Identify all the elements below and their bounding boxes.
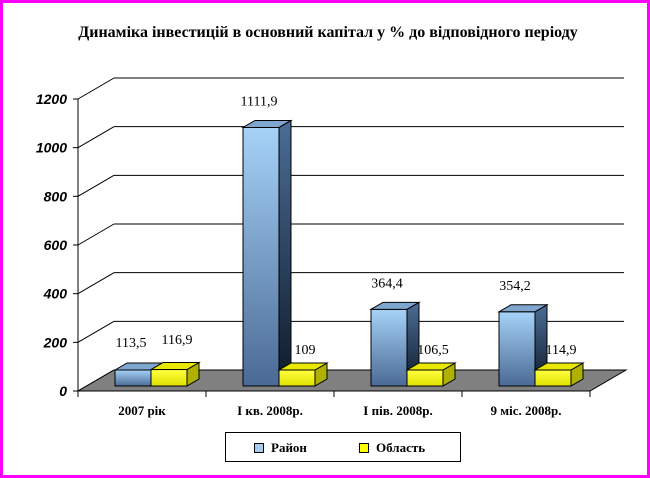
data-label-oblast: 116,9 [162,333,193,348]
legend-swatch-raion [254,443,264,453]
data-label-raion: 354,2 [499,279,531,294]
x-tick-label: 9 міс. 2008р. [491,403,562,418]
x-tick-label: І кв. 2008р. [237,403,303,418]
data-label-raion: 113,5 [116,336,147,351]
gridline-depth [77,223,115,246]
bar-top [149,362,201,371]
bar-raion [370,308,408,387]
gridline-depth [77,77,115,100]
legend-item-raion: Район [254,440,307,456]
bar-raion [114,369,152,387]
y-tick-label: 1000 [36,140,67,156]
y-tick-label: 1200 [36,91,67,107]
bar-top [241,119,293,128]
bar-oblast [278,369,316,387]
y-tick-label: 400 [43,286,68,302]
bar-side [278,119,292,387]
gridline-depth [77,320,115,343]
chart-title: Динаміка інвестицій в основний капітал у… [78,24,578,41]
x-tick-label: І пів. 2008р. [363,403,432,418]
gridline-depth [77,126,115,149]
bar-top [369,301,421,310]
bar-top [277,362,329,371]
data-label-oblast: 106,5 [417,343,449,358]
y-tick-label: 200 [43,334,68,350]
data-label-raion: 364,4 [371,276,403,291]
legend-label-oblast: Область [376,440,426,455]
data-label-oblast: 114,9 [546,343,577,358]
y-tick-label: 600 [44,237,68,253]
legend-swatch-oblast [359,443,369,453]
bar-oblast [150,369,188,387]
bar-top [497,304,549,313]
bar-top [533,362,585,371]
x-tick-label: 2007 рік [118,403,166,418]
y-tick-label: 0 [59,383,67,399]
legend-item-oblast: Область [359,440,425,456]
bar-raion [498,311,536,387]
data-label-oblast: 109 [295,343,316,358]
bar-raion [242,126,280,387]
data-label-raion: 1111,9 [241,94,278,109]
bar-oblast [406,369,444,387]
legend-label-raion: Район [271,440,307,455]
bar-top [405,362,457,371]
bar-oblast [534,369,572,387]
gridline-depth [77,272,115,295]
chart-legend: Район Область [225,432,461,462]
y-tick-label: 800 [44,188,68,204]
gridline-depth [77,174,115,197]
